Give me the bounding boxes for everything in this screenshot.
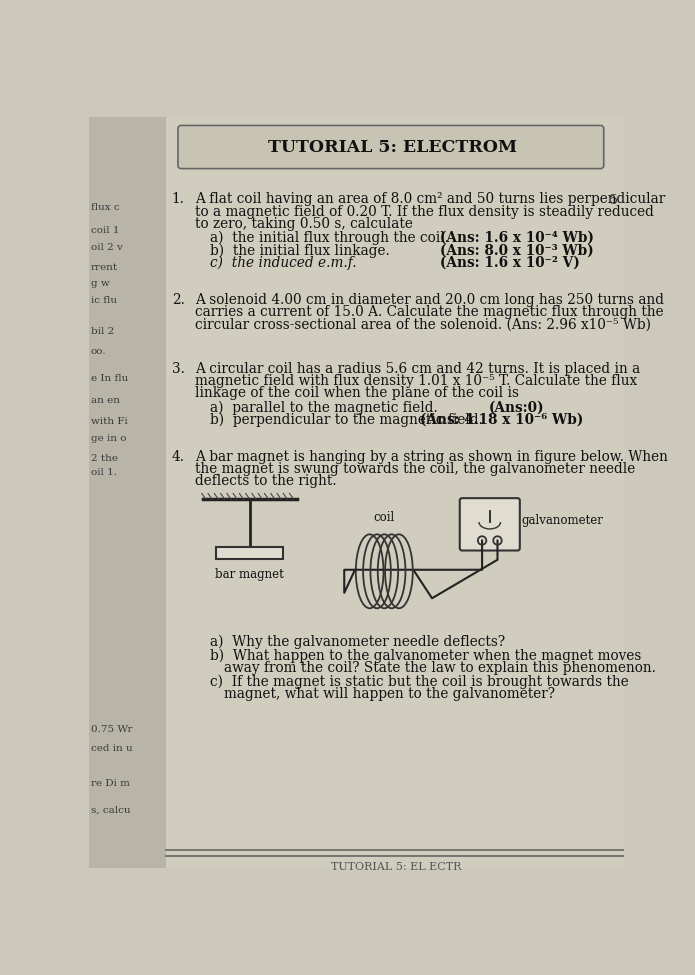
FancyBboxPatch shape (178, 126, 604, 169)
Text: A circular coil has a radius 5.6 cm and 42 turns. It is placed in a: A circular coil has a radius 5.6 cm and … (195, 362, 640, 375)
Text: flux c: flux c (91, 204, 120, 213)
Text: the magnet is swung towards the coil, the galvanometer needle: the magnet is swung towards the coil, th… (195, 462, 635, 476)
Text: re Di m: re Di m (91, 779, 130, 788)
Text: A bar magnet is hanging by a string as shown in figure below. When: A bar magnet is hanging by a string as s… (195, 449, 668, 464)
Text: coil: coil (374, 511, 395, 524)
Text: b)  What happen to the galvanometer when the magnet moves: b) What happen to the galvanometer when … (211, 648, 641, 663)
Text: c)  the induced e.m.f.: c) the induced e.m.f. (211, 255, 357, 270)
Text: A flat coil having an area of 8.0 cm² and 50 turns lies perpendicular: A flat coil having an area of 8.0 cm² an… (195, 192, 665, 207)
Text: b)  perpendicular to the magnetic field.: b) perpendicular to the magnetic field. (211, 412, 483, 427)
Text: (Ans: 4.18 x 10⁻⁶ Wb): (Ans: 4.18 x 10⁻⁶ Wb) (420, 412, 583, 427)
FancyBboxPatch shape (89, 117, 624, 868)
Text: bar magnet: bar magnet (215, 568, 284, 581)
Text: magnet, what will happen to the galvanometer?: magnet, what will happen to the galvanom… (224, 686, 555, 701)
Text: 2.: 2. (172, 292, 185, 306)
Text: galvanometer: galvanometer (521, 514, 603, 526)
Text: (Ans: 1.6 x 10⁻⁴ Wb): (Ans: 1.6 x 10⁻⁴ Wb) (440, 231, 594, 245)
Text: linkage of the coil when the plane of the coil is: linkage of the coil when the plane of th… (195, 386, 519, 401)
Text: TUTORIAL 5: ELECTROM: TUTORIAL 5: ELECTROM (268, 138, 517, 156)
Text: oo.: oo. (91, 347, 106, 356)
Text: magnetic field with flux density 1.01 x 10⁻⁵ T. Calculate the flux: magnetic field with flux density 1.01 x … (195, 374, 637, 388)
Text: (Ans: 1.6 x 10⁻² V): (Ans: 1.6 x 10⁻² V) (440, 255, 580, 270)
Text: TUTORIAL 5: EL ECTR: TUTORIAL 5: EL ECTR (332, 862, 461, 873)
Text: coil 1: coil 1 (91, 226, 120, 235)
Text: rrent: rrent (91, 263, 118, 272)
Text: 2 the: 2 the (91, 453, 118, 462)
Text: bil 2: bil 2 (91, 327, 114, 335)
Text: ced in u: ced in u (91, 744, 133, 753)
FancyBboxPatch shape (460, 498, 520, 551)
Text: g w: g w (91, 279, 110, 288)
Text: 1.: 1. (172, 192, 185, 207)
FancyBboxPatch shape (215, 547, 284, 559)
Text: c)  If the magnet is static but the coil is brought towards the: c) If the magnet is static but the coil … (211, 675, 629, 689)
Text: 3.: 3. (172, 362, 185, 375)
Text: ge in o: ge in o (91, 434, 126, 444)
Text: 4.: 4. (172, 449, 185, 464)
FancyBboxPatch shape (89, 117, 165, 868)
Text: s, calcu: s, calcu (91, 805, 131, 814)
Text: 0.75 Wr: 0.75 Wr (91, 724, 133, 733)
Text: deflects to the right.: deflects to the right. (195, 474, 336, 488)
Text: oil 2 v: oil 2 v (91, 244, 123, 253)
Text: ic flu: ic flu (91, 295, 117, 305)
Text: away from the coil? State the law to explain this phenomenon.: away from the coil? State the law to exp… (224, 661, 656, 675)
Text: to zero, taking 0.50 s, calculate: to zero, taking 0.50 s, calculate (195, 217, 413, 231)
Text: 5: 5 (610, 194, 618, 207)
Text: an en: an en (91, 396, 120, 405)
Text: (Ans:0): (Ans:0) (489, 401, 544, 414)
Text: a)  parallel to the magnetic field.: a) parallel to the magnetic field. (211, 401, 438, 414)
Text: circular cross-sectional area of the solenoid. (Ans: 2.96 x10⁻⁵ Wb): circular cross-sectional area of the sol… (195, 317, 651, 332)
Text: b)  the initial flux linkage.: b) the initial flux linkage. (211, 244, 390, 257)
Text: A solenoid 4.00 cm in diameter and 20.0 cm long has 250 turns and: A solenoid 4.00 cm in diameter and 20.0 … (195, 292, 664, 306)
Text: with Fi: with Fi (91, 416, 128, 426)
Text: a)  Why the galvanometer needle deflects?: a) Why the galvanometer needle deflects? (211, 635, 505, 648)
Text: a)  the initial flux through the coil.: a) the initial flux through the coil. (211, 231, 449, 246)
Text: oil 1.: oil 1. (91, 468, 117, 477)
Text: e In flu: e In flu (91, 374, 128, 383)
Text: carries a current of 15.0 A. Calculate the magnetic flux through the: carries a current of 15.0 A. Calculate t… (195, 305, 664, 319)
Text: (Ans: 8.0 x 10⁻³ Wb): (Ans: 8.0 x 10⁻³ Wb) (440, 244, 594, 257)
FancyBboxPatch shape (165, 117, 624, 868)
Text: to a magnetic field of 0.20 T. If the flux density is steadily reduced: to a magnetic field of 0.20 T. If the fl… (195, 205, 654, 218)
